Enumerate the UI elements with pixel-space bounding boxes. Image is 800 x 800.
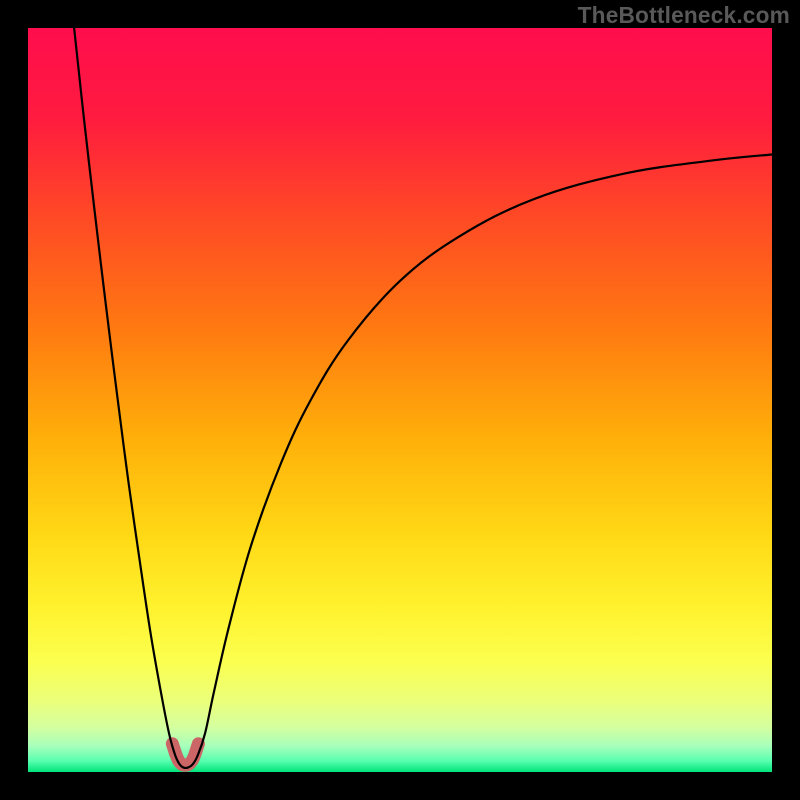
bottleneck-chart-svg — [0, 0, 800, 800]
plot-background-gradient — [28, 28, 772, 772]
chart-container: TheBottleneck.com — [0, 0, 800, 800]
